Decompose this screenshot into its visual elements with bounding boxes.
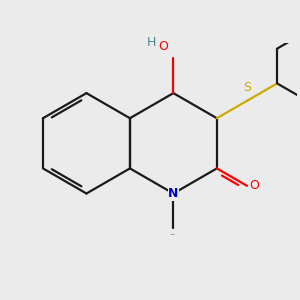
Text: O: O [250,179,260,192]
Text: S: S [243,81,251,94]
Text: methyl: methyl [171,234,176,235]
Text: O: O [158,40,168,53]
Text: H: H [147,36,156,49]
Text: N: N [168,187,178,200]
